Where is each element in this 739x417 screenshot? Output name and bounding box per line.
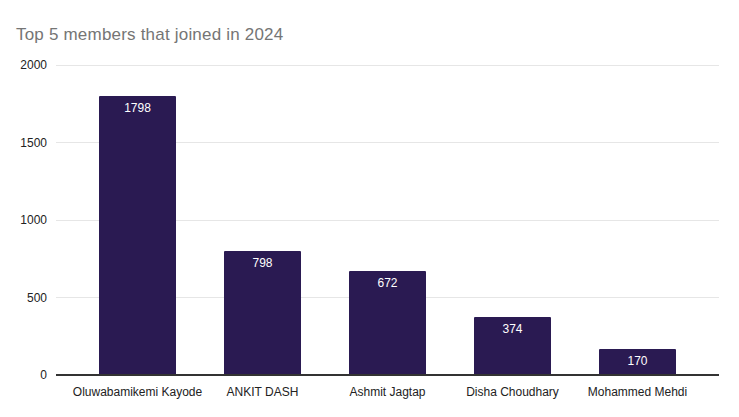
chart-canvas: Top 5 members that joined in 2024 0 500 10…: [0, 0, 739, 417]
bar-3[interactable]: 672: [349, 271, 426, 375]
gridline: [56, 65, 719, 66]
bar-value-label: 672: [349, 277, 426, 290]
y-axis-tick-label: 2000: [20, 58, 47, 72]
y-axis-tick-label: 0: [40, 368, 47, 382]
y-axis-tick-label: 500: [27, 291, 47, 305]
x-axis-label: ANKIT DASH: [227, 385, 299, 399]
bar-1[interactable]: 1798: [99, 96, 176, 375]
x-axis-label: Oluwabamikemi Kayode: [73, 385, 202, 399]
chart-title: Top 5 members that joined in 2024: [16, 25, 283, 45]
bar-value-label: 170: [599, 355, 676, 368]
y-axis-tick-label: 1500: [20, 136, 47, 150]
x-axis-baseline: [56, 374, 719, 376]
bar-2[interactable]: 798: [224, 251, 301, 375]
x-axis-label: Mohammed Mehdi: [588, 385, 687, 399]
x-axis-label: Ashmit Jagtap: [349, 385, 425, 399]
bar-value-label: 1798: [99, 102, 176, 115]
y-axis-tick-label: 1000: [20, 213, 47, 227]
bar-value-label: 374: [474, 323, 551, 336]
plot-area: 0500100015002000 1798798672374170 Oluwab…: [56, 65, 719, 375]
bar-value-label: 798: [224, 257, 301, 270]
bar-4[interactable]: 374: [474, 317, 551, 375]
bar-5[interactable]: 170: [599, 349, 676, 375]
x-axis-label: Disha Choudhary: [466, 385, 559, 399]
